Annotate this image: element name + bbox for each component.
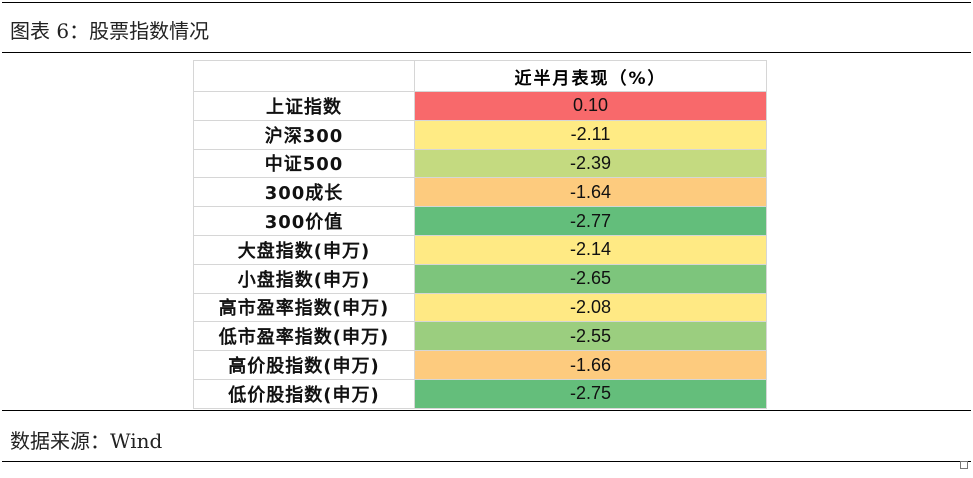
index-name: 高市盈率指数(申万) — [193, 292, 415, 323]
title-rule — [2, 52, 971, 53]
index-name: 低市盈率指数(申万) — [193, 321, 415, 352]
index-table: 近半月表现（%） 上证指数 0.10 沪深300 -2.11 中证500 -2.39 300… — [193, 60, 767, 409]
header-performance: 近半月表现（%） — [414, 60, 767, 92]
index-value: -2.65 — [414, 263, 767, 294]
table-row: 300价值 -2.77 — [193, 206, 767, 236]
table-row: 大盘指数(申万) -2.14 — [193, 234, 767, 265]
table-row: 小盘指数(申万) -2.65 — [193, 263, 767, 294]
table-row: 高市盈率指数(申万) -2.08 — [193, 292, 767, 323]
index-value: -2.75 — [414, 378, 767, 409]
table-row: 上证指数 0.10 — [193, 91, 767, 121]
table-row: 低市盈率指数(申万) -2.55 — [193, 321, 767, 352]
table-row: 沪深300 -2.11 — [193, 119, 767, 150]
index-name: 高价股指数(申万) — [193, 350, 415, 380]
index-value: -2.55 — [414, 321, 767, 352]
index-name: 上证指数 — [193, 91, 415, 121]
index-value: -2.11 — [414, 119, 767, 150]
table-row: 高价股指数(申万) -1.66 — [193, 350, 767, 380]
table-row: 中证500 -2.39 — [193, 148, 767, 179]
header-blank — [193, 60, 415, 92]
index-name: 小盘指数(申万) — [193, 263, 415, 294]
index-name: 低价股指数(申万) — [193, 378, 415, 409]
table-row: 300成长 -1.64 — [193, 177, 767, 208]
index-name: 300价值 — [193, 206, 415, 236]
table-row: 低价股指数(申万) -2.75 — [193, 378, 767, 409]
index-value: -1.66 — [414, 350, 767, 380]
bottom-rule — [2, 461, 971, 462]
index-name: 中证500 — [193, 148, 415, 179]
index-value: -1.64 — [414, 177, 767, 208]
index-value: -2.77 — [414, 206, 767, 236]
index-value: 0.10 — [414, 91, 767, 121]
index-name: 沪深300 — [193, 119, 415, 150]
index-name: 300成长 — [193, 177, 415, 208]
figure-title: 图表 6：股票指数情况 — [10, 19, 210, 43]
index-value: -2.14 — [414, 234, 767, 265]
data-source: 数据来源：Wind — [10, 429, 163, 453]
top-rule — [2, 2, 971, 3]
resize-handle[interactable] — [960, 461, 968, 469]
index-value: -2.39 — [414, 148, 767, 179]
source-rule — [2, 410, 971, 411]
index-name: 大盘指数(申万) — [193, 234, 415, 265]
index-value: -2.08 — [414, 292, 767, 323]
